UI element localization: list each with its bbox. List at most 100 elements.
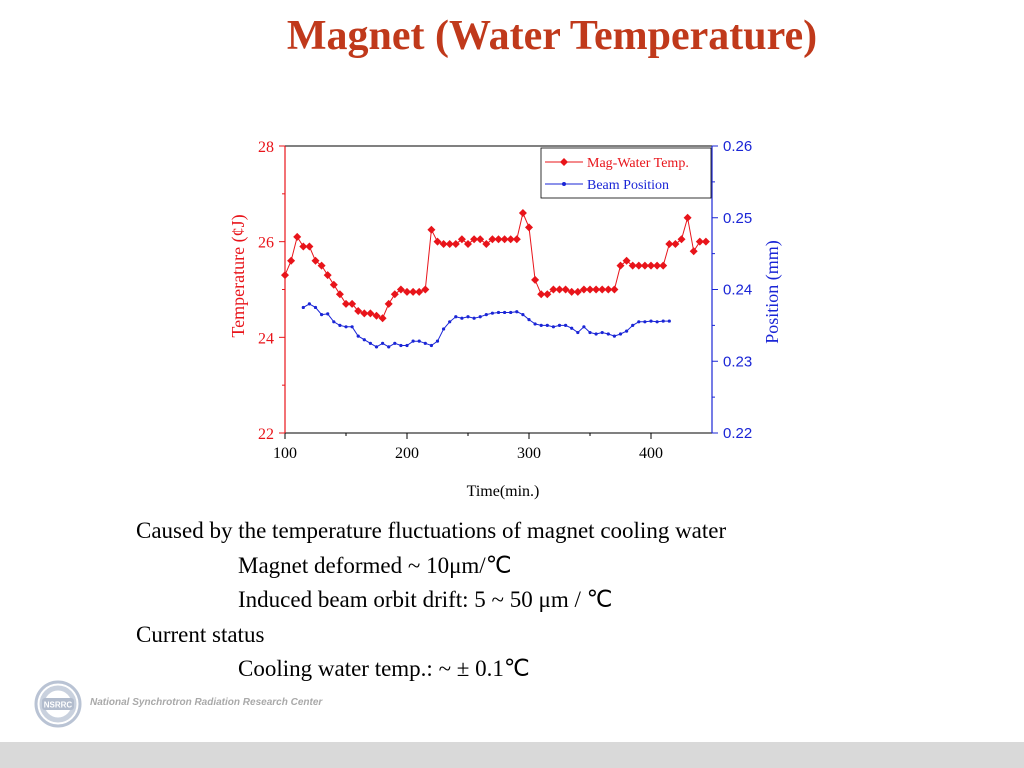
data-point — [445, 240, 454, 249]
data-point — [454, 315, 458, 319]
data-point — [622, 256, 631, 265]
series-beam-position — [301, 302, 671, 349]
data-point — [307, 302, 311, 306]
data-point — [598, 285, 607, 294]
data-point — [287, 256, 296, 265]
data-point — [387, 345, 391, 349]
data-point — [372, 311, 381, 320]
data-point — [557, 323, 562, 327]
y-axis-right: 0.22 0.23 0.24 0.25 0.26 — [711, 138, 752, 442]
data-point — [427, 225, 436, 234]
x-tick-label: 100 — [273, 445, 297, 462]
data-point — [649, 319, 653, 323]
data-point — [667, 319, 671, 323]
y-axis-right-label: Position (mm) — [762, 240, 783, 344]
logo-badge-text: NSRRC — [44, 701, 73, 710]
data-point — [573, 287, 582, 296]
data-point — [421, 285, 430, 294]
data-point — [604, 285, 613, 294]
data-point — [515, 310, 519, 314]
x-tick-label: 300 — [517, 445, 541, 462]
data-point — [496, 310, 501, 315]
nsrrc-logo: NSRRC — [34, 680, 82, 728]
x-tick-label: 400 — [639, 445, 663, 462]
y-axis-left-label: Temperature (¢J) — [228, 214, 249, 337]
data-point — [320, 313, 324, 317]
data-point — [348, 299, 357, 308]
data-point — [701, 237, 710, 246]
data-point — [442, 327, 446, 331]
y-axis-left: 22 24 26 28 — [258, 139, 286, 443]
data-point — [643, 320, 647, 324]
y-right-tick-label: 0.25 — [723, 210, 752, 227]
data-point — [396, 285, 405, 294]
legend-marker — [562, 182, 566, 186]
data-point — [299, 242, 308, 251]
data-point — [655, 320, 659, 324]
data-point — [384, 299, 393, 308]
legend-box — [540, 147, 712, 199]
data-point — [417, 339, 421, 343]
data-point — [564, 323, 568, 327]
data-point — [582, 325, 586, 329]
data-point — [281, 271, 289, 280]
data-point — [543, 290, 552, 299]
data-point — [411, 339, 415, 343]
data-point — [448, 320, 452, 324]
data-point — [683, 213, 692, 222]
y-left-tick-label: 26 — [258, 235, 274, 252]
data-point — [464, 240, 472, 249]
data-point — [545, 323, 549, 327]
data-point — [537, 290, 546, 299]
x-axis: 100 200 300 400 — [273, 433, 663, 462]
data-point — [460, 316, 464, 320]
data-point — [509, 310, 513, 315]
data-point — [671, 240, 680, 249]
data-point — [470, 235, 479, 244]
y-right-tick-label: 0.26 — [723, 138, 752, 155]
data-point — [393, 341, 397, 345]
data-point — [429, 343, 433, 348]
data-point — [344, 325, 348, 329]
data-point — [521, 313, 525, 317]
x-tick-label: 200 — [395, 445, 419, 462]
data-point — [466, 315, 470, 319]
data-point — [476, 235, 485, 244]
data-point — [647, 261, 655, 270]
chart-legend: Mag-Water Temp. Beam Position — [540, 147, 712, 199]
data-point — [326, 312, 330, 316]
data-point — [378, 314, 387, 323]
data-point — [500, 235, 509, 244]
data-point — [311, 256, 320, 265]
footer-logo-text: National Synchrotron Radiation Research … — [90, 697, 323, 708]
data-point — [494, 235, 503, 244]
data-point — [579, 285, 588, 294]
data-point — [592, 285, 601, 294]
data-point — [588, 330, 592, 335]
data-point — [551, 325, 555, 329]
data-point — [549, 285, 558, 294]
data-point — [631, 323, 635, 327]
data-point — [555, 285, 564, 294]
data-point — [439, 240, 448, 249]
bullet-line: Current status — [136, 621, 265, 647]
y-left-tick-label: 28 — [258, 139, 274, 156]
data-point — [600, 330, 604, 335]
data-point — [390, 290, 399, 299]
data-point — [695, 237, 704, 246]
data-point — [374, 345, 379, 349]
legend-label: Mag-Water Temp. — [587, 156, 689, 171]
data-point — [301, 305, 305, 310]
data-point — [482, 240, 491, 249]
data-point — [653, 261, 662, 270]
data-point — [677, 235, 686, 244]
data-point — [381, 341, 385, 345]
data-point — [618, 332, 623, 336]
data-point — [634, 261, 643, 270]
data-point — [490, 311, 494, 315]
data-point — [338, 323, 342, 327]
data-point — [488, 235, 497, 244]
data-point — [561, 285, 570, 294]
data-point — [332, 320, 336, 324]
